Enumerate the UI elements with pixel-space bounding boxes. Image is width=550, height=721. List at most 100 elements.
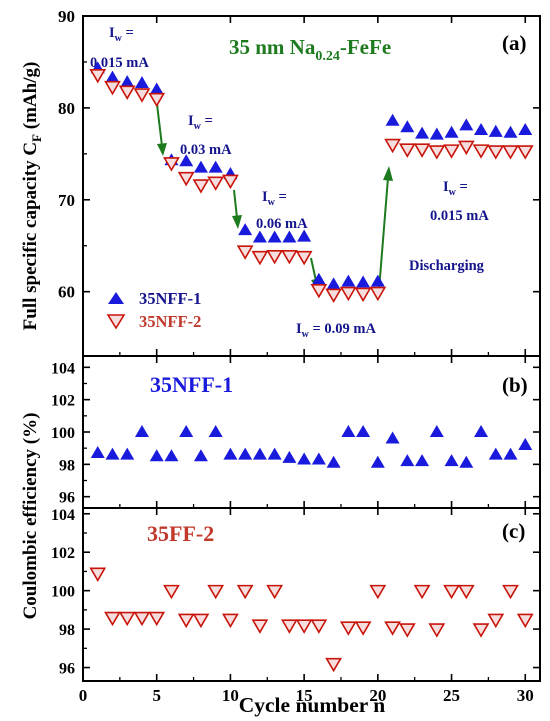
panel-1-ytick-label-96: 96	[59, 490, 75, 507]
panel-1-series-0-point-22	[400, 454, 415, 467]
panel-c-frame	[82, 507, 541, 682]
panel-2-ytick-label-96: 96	[59, 661, 75, 678]
annotation-current-5: 0.015 mA	[430, 208, 489, 224]
panel-0-series-0-point-4	[134, 76, 149, 89]
xtick-label-0: 0	[79, 686, 88, 705]
panel-0-series-0-point-26	[459, 118, 474, 131]
panel-0-series-0-point-24	[429, 127, 444, 140]
legend: 35NFF-1 35NFF-2	[106, 289, 201, 331]
annotation-iw-4: Iw = 0.09 mA	[296, 321, 376, 340]
panel-2-series-0-point-7	[177, 613, 195, 629]
panel-0-series-1-point-27	[472, 144, 490, 159]
panel-2-series-0-point-4	[133, 611, 151, 627]
panel-0-ytick-label-90: 90	[58, 7, 75, 26]
panel-1-series-0-point-12	[252, 447, 267, 460]
panel-0-series-0-point-23	[415, 126, 430, 139]
panel-0-series-0-point-14	[282, 230, 297, 243]
panel-2-series-0-point-3	[118, 611, 136, 627]
xtick-label-25: 25	[443, 686, 460, 705]
panel-0-series-0-point-2	[105, 70, 120, 83]
arrow-1	[156, 103, 163, 147]
annotation-iw-5: Iw =	[443, 179, 468, 198]
panel-1-series-0-point-10	[223, 447, 238, 460]
panel-0-series-0-point-19	[356, 275, 371, 288]
panel-0-series-0-point-28	[488, 124, 503, 137]
panel-0-series-0-point-9	[208, 160, 223, 173]
panel-2-series-0-point-15	[295, 619, 313, 634]
panel-1-ytick-label-98: 98	[59, 457, 75, 474]
panel-0-series-0-point-20	[370, 274, 385, 287]
panel-2-series-0-point-14	[280, 619, 298, 634]
panel-c-label: 35FF-2	[147, 521, 214, 546]
panel-1-series-0-point-8	[193, 449, 208, 462]
x-axis-label: Cycle number n	[239, 693, 386, 717]
panel-0-series-0-point-17	[326, 277, 341, 290]
panel-1-series-0-point-16	[311, 452, 326, 465]
panel-2-series-0-point-27	[472, 623, 490, 638]
panel-2-series-0-point-20	[369, 584, 387, 600]
panel-1-series-0-point-23	[415, 454, 430, 467]
green-arrows	[156, 103, 393, 291]
panel-0-series-0-point-3	[120, 75, 135, 88]
panel-2-series-0-point-12	[251, 619, 269, 634]
legend-label-35nff-2: 35NFF-2	[139, 312, 201, 331]
panel-2-series-0-point-28	[487, 613, 505, 629]
panel-0-series-1-point-17	[325, 288, 343, 304]
panel-a-letter: (a)	[502, 31, 527, 55]
annotation-iw-2: Iw =	[188, 113, 213, 132]
panel-0-series-0-point-21	[385, 113, 400, 126]
panel-0-series-0-point-8	[193, 160, 208, 173]
panel-0-series-1-point-1	[89, 68, 107, 84]
panel-2-series-0-point-9	[207, 584, 225, 600]
xtick-label-5: 5	[152, 686, 161, 705]
xtick-label-10: 10	[222, 686, 239, 705]
arrow-1-head	[157, 143, 167, 156]
panel-0-ytick-label-70: 70	[58, 191, 75, 210]
panel-1-series-0-point-27	[474, 425, 489, 438]
panel-1-series-0-point-26	[459, 455, 474, 468]
panel-a-marks	[89, 61, 534, 304]
arrow-2	[233, 189, 238, 219]
legend-label-35nff-1: 35NFF-1	[139, 289, 201, 308]
panel-2-series-0-point-17	[325, 657, 343, 673]
panel-1-series-0-point-2	[105, 447, 120, 460]
panel-1-series-0-point-19	[356, 425, 371, 438]
panel-2-ytick-label-100: 100	[51, 584, 75, 601]
panel-2-series-0-point-10	[222, 613, 239, 629]
panel-2-series-0-point-11	[236, 584, 254, 600]
panel-2-series-0-point-13	[266, 584, 284, 600]
panel-2-series-0-point-30	[516, 613, 534, 629]
panel-0-series-1-point-9	[207, 176, 225, 191]
panel-1-series-0-point-1	[90, 446, 105, 459]
annotation-discharging: Discharging	[409, 258, 485, 274]
panel-c-marks	[89, 567, 534, 673]
panel-0-series-1-point-7	[177, 171, 195, 187]
panel-1-series-0-point-21	[385, 431, 400, 444]
panel-0-series-1-point-23	[413, 143, 431, 158]
panel-b-letter: (b)	[502, 373, 528, 397]
panel-1-series-0-point-5	[149, 449, 164, 462]
panel-2-series-0-point-18	[339, 621, 357, 636]
panel-2-series-0-point-19	[354, 621, 372, 636]
panel-1-series-0-point-15	[297, 452, 312, 465]
panel-0-series-0-point-16	[311, 272, 326, 285]
legend-marker-35nff-1	[108, 292, 124, 304]
panel-1-series-0-point-17	[326, 455, 341, 468]
panel-1-series-0-point-20	[370, 455, 385, 468]
panel-1-series-0-point-13	[267, 447, 282, 460]
panel-0-series-1-point-15	[295, 250, 313, 266]
panel-0-series-1-point-10	[222, 174, 239, 190]
annotation-current-2: 0.03 mA	[180, 142, 232, 158]
arrow-2-head	[232, 215, 242, 229]
panel-1-series-0-point-24	[429, 425, 444, 438]
panel-2-series-0-point-24	[428, 623, 446, 638]
annotations: Iw = 0.015 mA Iw = 0.03 mA Iw = 0.06 mA …	[90, 25, 489, 340]
panel-0-series-1-point-21	[384, 138, 401, 154]
panel-a-title-end: -FeFe	[340, 35, 391, 59]
panel-0-series-0-point-30	[518, 122, 533, 135]
panel-2-series-0-point-26	[457, 584, 475, 600]
panel-1-series-0-point-7	[179, 425, 194, 438]
panel-0-series-0-point-18	[341, 274, 356, 287]
panel-0-series-1-point-30	[516, 145, 534, 160]
